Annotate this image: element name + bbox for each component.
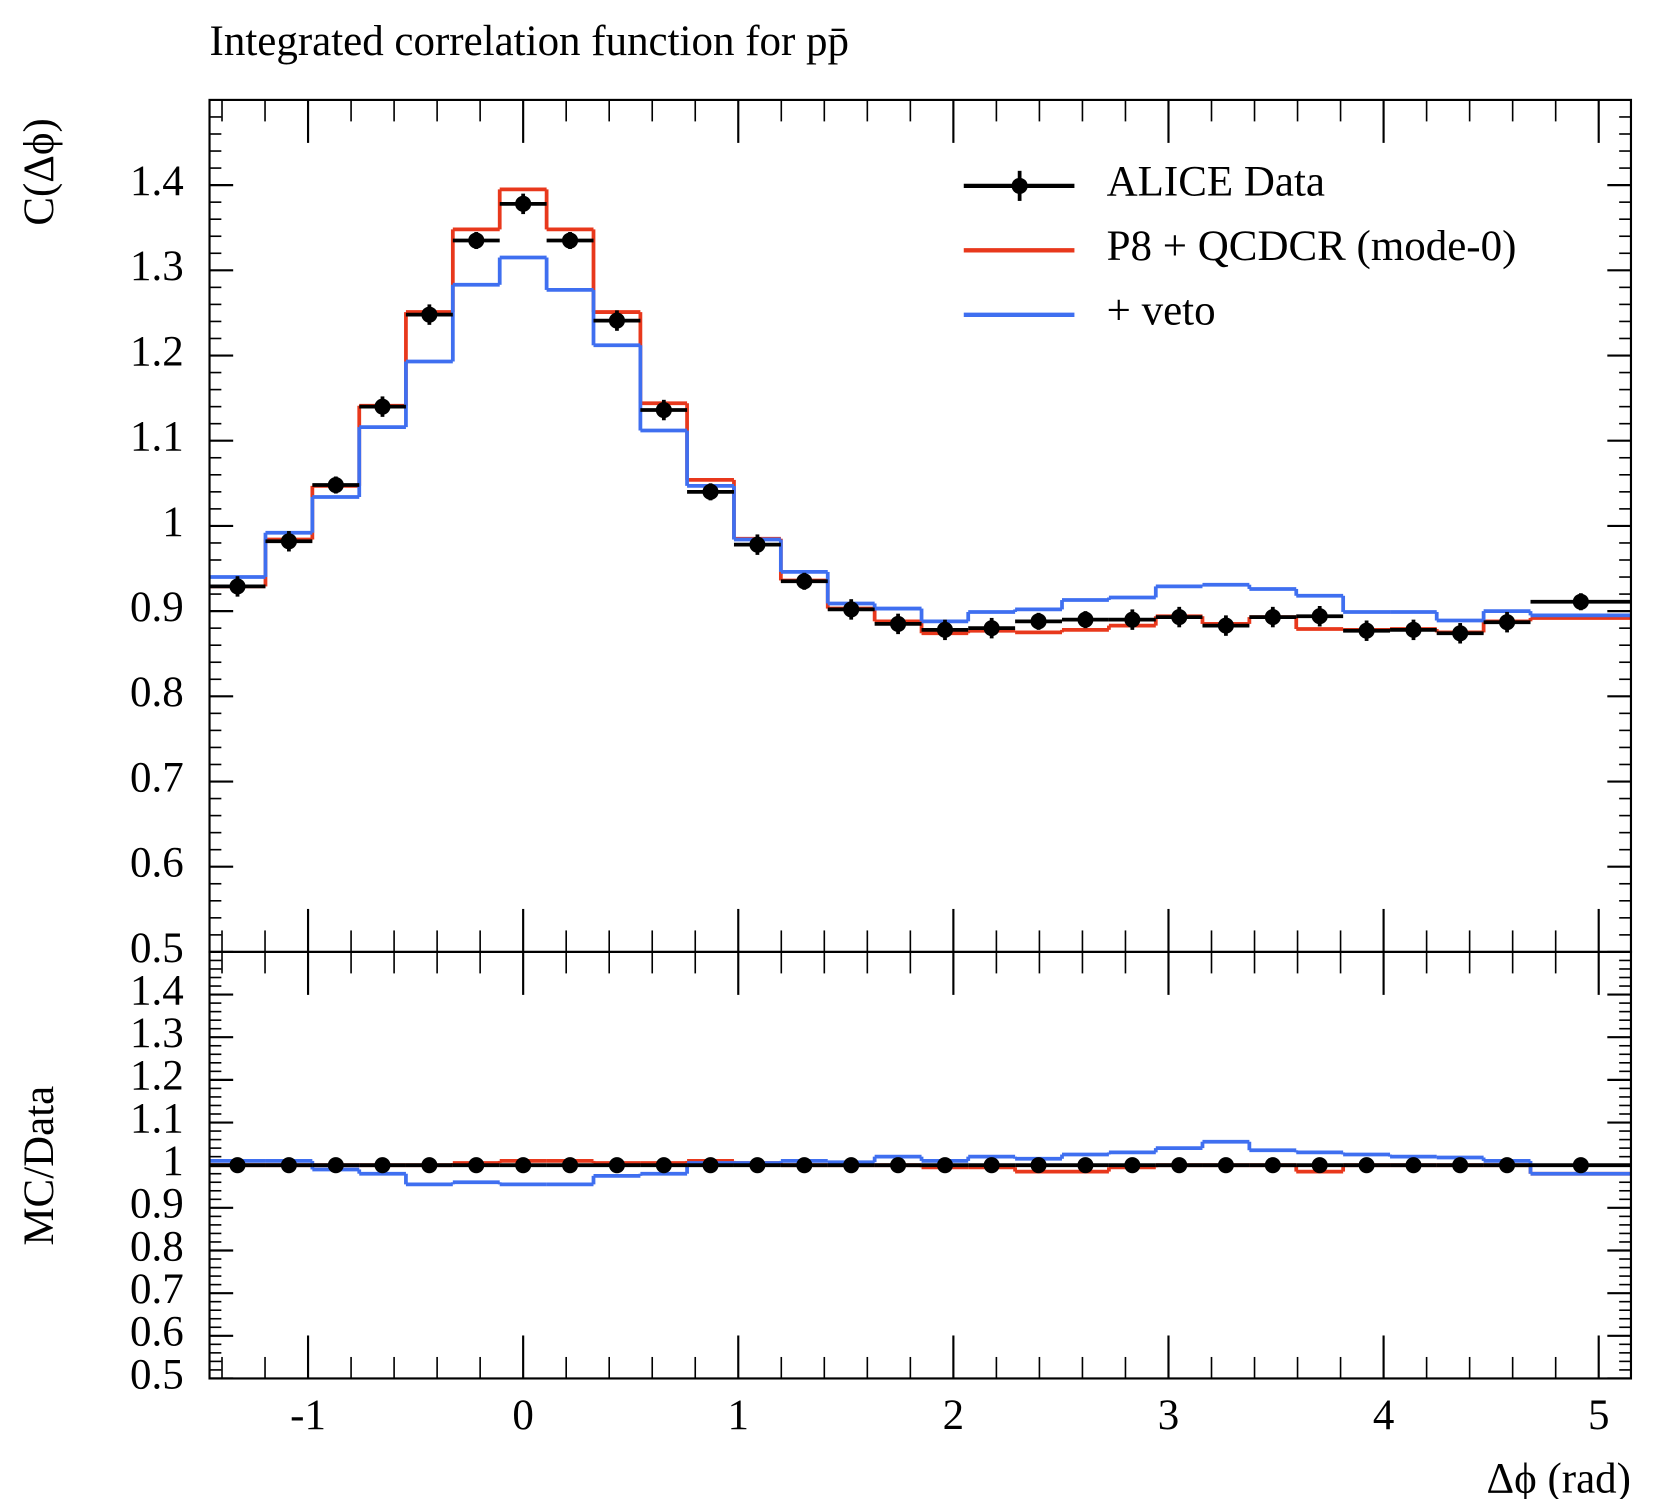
x-tick-label: -1 [290, 1392, 326, 1439]
data-point [1217, 617, 1234, 634]
data-point [1358, 622, 1375, 639]
data-point [421, 306, 438, 323]
y-tick-label: 1.1 [130, 1095, 184, 1142]
data-point [1077, 611, 1094, 628]
data-point [1077, 1157, 1094, 1174]
data-point [1264, 1157, 1281, 1174]
data-point [1030, 1157, 1047, 1174]
y-tick-label: 1.2 [130, 1053, 184, 1100]
data-point [229, 1157, 246, 1174]
data-point [608, 312, 626, 329]
y-tick-label: 0.7 [130, 1266, 184, 1313]
data-point [515, 1157, 532, 1174]
data-point [749, 536, 766, 553]
y-tick-label: 0.5 [130, 925, 184, 972]
legend-point [1011, 177, 1028, 194]
legend-label: P8 + QCDCR (mode-0) [1107, 223, 1517, 270]
data-point [796, 1157, 813, 1174]
data-point [1124, 611, 1141, 628]
data-point [1358, 1157, 1375, 1174]
y-tick-label: 0.7 [130, 754, 184, 801]
data-point [1171, 609, 1188, 626]
y-tick-label: 0.9 [130, 584, 184, 631]
data-point [374, 398, 391, 415]
data-point [936, 621, 954, 638]
data-point [749, 1157, 766, 1174]
y-tick-label: 0.6 [130, 840, 184, 887]
y-tick-label: 1.3 [130, 243, 184, 290]
y-tick-label: 0.5 [130, 1351, 184, 1398]
data-point [1572, 593, 1589, 610]
x-tick-label: 3 [1158, 1392, 1179, 1439]
data-point [608, 1157, 626, 1174]
y-axis-label: C(Δϕ) [16, 118, 63, 226]
y-tick-label: 1.1 [130, 414, 184, 461]
x-tick-label: 5 [1588, 1392, 1609, 1439]
y-tick-label: 1.2 [130, 328, 184, 375]
data-point [1311, 608, 1328, 625]
x-tick-label: 2 [943, 1392, 964, 1439]
data-point [936, 1157, 954, 1174]
data-point [983, 620, 1000, 637]
y-tick-label: 1 [162, 1138, 183, 1185]
data-point [1572, 1157, 1589, 1174]
data-point [796, 573, 813, 590]
data-point [890, 615, 907, 632]
data-point [655, 1157, 672, 1174]
x-tick-label: 1 [728, 1392, 749, 1439]
data-point [1124, 1157, 1141, 1174]
data-point [1311, 1157, 1328, 1174]
y-tick-label: 1.3 [130, 1010, 184, 1057]
data-point [327, 1157, 344, 1174]
data-point [561, 1157, 579, 1174]
data-point [1452, 1157, 1469, 1174]
data-point [561, 232, 579, 249]
data-point [1171, 1157, 1188, 1174]
data-point [280, 533, 297, 550]
data-point [1030, 613, 1047, 630]
data-point [843, 1157, 860, 1174]
x-axis-label: Δϕ (rad) [1486, 1456, 1630, 1499]
data-point [468, 1157, 485, 1174]
y-tick-label: 0.9 [130, 1181, 184, 1228]
data-point [702, 1157, 719, 1174]
x-tick-label: 0 [512, 1392, 533, 1439]
data-point [1405, 1157, 1422, 1174]
y-tick-label: 0.8 [130, 669, 184, 716]
data-point [468, 232, 485, 249]
data-point [983, 1157, 1000, 1174]
legend-label: ALICE Data [1107, 159, 1325, 206]
data-point [655, 401, 672, 419]
data-point [1405, 621, 1422, 638]
y-tick-label: 0.6 [130, 1309, 184, 1356]
data-point [702, 483, 719, 500]
data-point [843, 601, 860, 618]
ratio-axis-label: MC/Data [16, 1086, 63, 1246]
plot-frame [208, 950, 1633, 1380]
data-point [1499, 1157, 1516, 1174]
data-point [515, 195, 532, 212]
data-point [374, 1157, 391, 1174]
y-tick-label: 1.4 [130, 158, 184, 205]
y-tick-label: 1.4 [130, 967, 184, 1014]
y-tick-label: 0.8 [130, 1223, 184, 1270]
data-point [890, 1157, 907, 1174]
data-point [1499, 614, 1516, 631]
data-point [1452, 625, 1469, 642]
y-tick-label: 1 [162, 499, 183, 546]
chart-title: Integrated correlation function for pp̄ [210, 18, 850, 65]
data-point [229, 578, 246, 595]
data-point [280, 1157, 297, 1174]
legend-label: + veto [1107, 288, 1216, 335]
x-tick-label: 4 [1373, 1392, 1394, 1439]
data-point [327, 476, 344, 494]
data-point [1217, 1157, 1234, 1174]
data-point [421, 1157, 438, 1174]
data-point [1264, 609, 1281, 626]
